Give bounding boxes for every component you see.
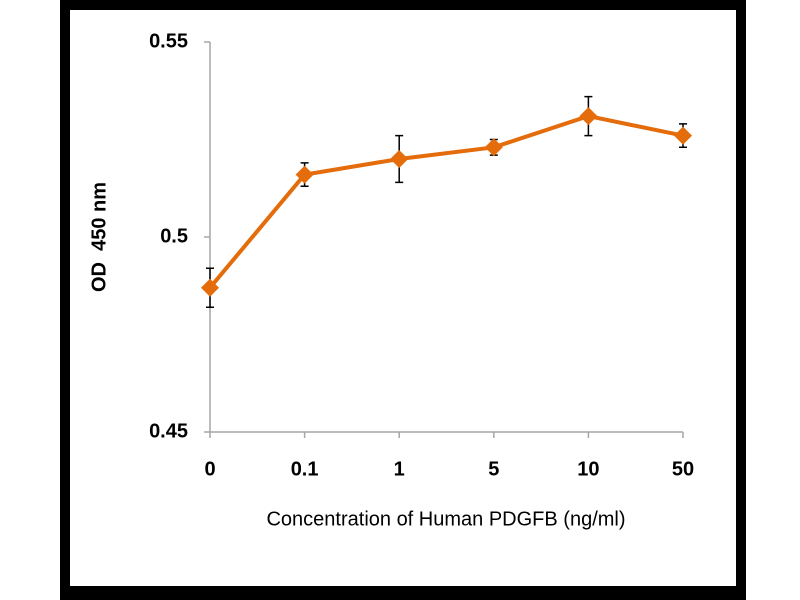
y-tick-label: 0.45 xyxy=(149,420,188,442)
x-tick-label: 50 xyxy=(672,458,694,480)
x-tick-label: 5 xyxy=(488,458,499,480)
y-tick-label: 0.55 xyxy=(149,30,188,52)
x-axis-title: Concentration of Human PDGFB (ng/ml) xyxy=(266,508,625,530)
y-tick-label: 0.5 xyxy=(160,225,188,247)
x-tick-label: 0 xyxy=(204,458,215,480)
x-tick-label: 0.1 xyxy=(291,458,319,480)
marker xyxy=(579,107,598,126)
marker xyxy=(674,126,692,145)
line xyxy=(208,114,684,289)
marker xyxy=(201,278,219,297)
x-tick-label: 10 xyxy=(577,458,599,480)
marker xyxy=(295,165,314,184)
x-tick-label: 1 xyxy=(394,458,405,480)
marker xyxy=(390,150,409,168)
y-axis-title: OD 450 nm xyxy=(88,182,110,292)
marker xyxy=(484,138,503,157)
plot-background xyxy=(70,10,736,586)
